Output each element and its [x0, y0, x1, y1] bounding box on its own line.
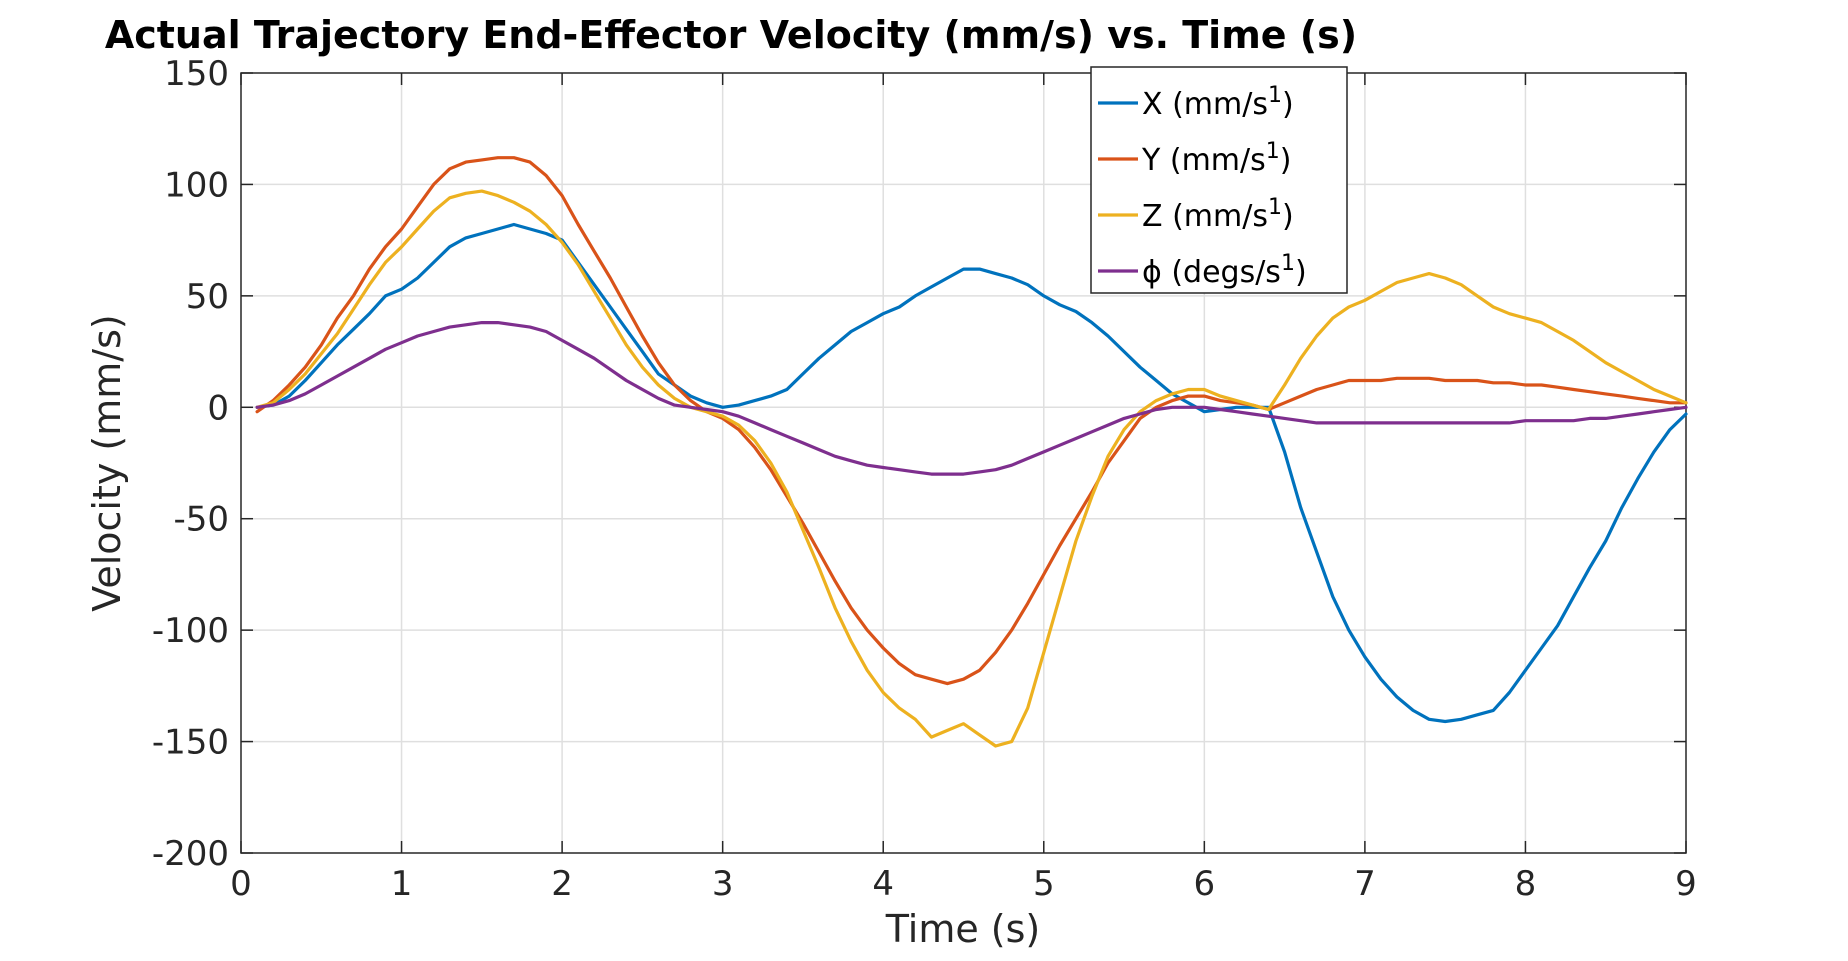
y-tick-label: -200 — [152, 834, 229, 874]
x-tick-label: 8 — [1515, 864, 1537, 904]
legend: X (mm/s1) Y (mm/s1) Z (mm/s1) ϕ (degs/s1) — [1090, 66, 1348, 294]
x-tick-label: 0 — [230, 864, 252, 904]
y-tick-label: -100 — [152, 611, 229, 651]
y-tick-label: 0 — [207, 388, 229, 428]
x-tick-label: 1 — [391, 864, 413, 904]
series-line-3 — [255, 189, 1688, 748]
y-tick-label: 50 — [186, 277, 229, 317]
legend-entry-label: Y (mm/s1) — [1141, 139, 1291, 178]
x-tick-label: 7 — [1354, 864, 1376, 904]
x-tick-label: 3 — [712, 864, 734, 904]
y-tick-labels: -200 -150 -100 -50 0 50 100 150 — [152, 54, 229, 874]
plot-area-frame — [240, 72, 1687, 854]
legend-entry-label: Z (mm/s1) — [1142, 195, 1294, 234]
x-axis-label: Time (s) — [885, 907, 1041, 951]
x-tick-label: 4 — [872, 864, 894, 904]
y-tick-label: -50 — [173, 500, 229, 540]
series-lines — [255, 156, 1688, 748]
legend-entry-label: X (mm/s1) — [1142, 83, 1294, 122]
y-tick-label: 150 — [164, 54, 229, 94]
x-tick-labels: 0 1 2 3 4 5 6 7 8 9 — [230, 864, 1697, 904]
series-line-4 — [255, 321, 1688, 476]
x-tick-label: 2 — [551, 864, 573, 904]
chart-title: Actual Trajectory End-Effector Velocity … — [105, 13, 1357, 57]
y-tick-label: -150 — [152, 723, 229, 763]
x-tick-label: 5 — [1033, 864, 1055, 904]
series-line-1 — [255, 222, 1688, 724]
series-line-2 — [255, 156, 1688, 686]
x-tick-label: 6 — [1194, 864, 1216, 904]
y-tick-label: 100 — [164, 165, 229, 205]
legend-box — [1090, 66, 1348, 294]
legend-entry-label: ϕ (degs/s1) — [1142, 251, 1307, 290]
x-tick-label: 9 — [1675, 864, 1697, 904]
y-axis-label: Velocity (mm/s) — [85, 314, 129, 611]
